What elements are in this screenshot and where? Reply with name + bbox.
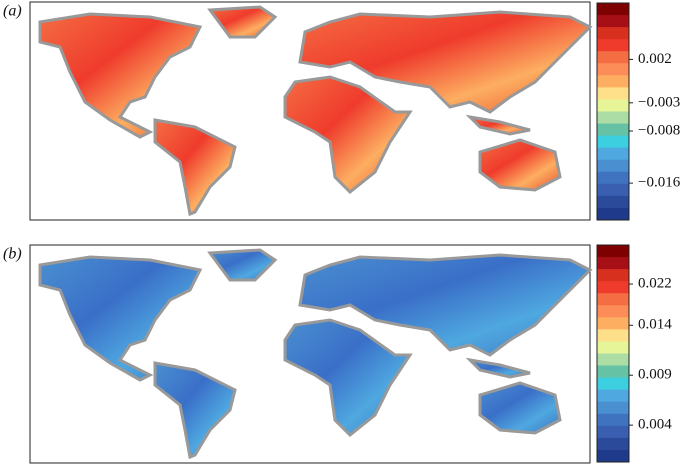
colorbar-tick-label: 0.004 bbox=[638, 417, 672, 433]
colorbar-tick-label: 0.022 bbox=[638, 275, 672, 291]
colorbar-band bbox=[597, 75, 629, 88]
colorbar-band bbox=[597, 123, 629, 137]
colorbar-band bbox=[597, 293, 629, 306]
colorbar-band bbox=[597, 317, 629, 330]
colorbar-band bbox=[597, 171, 629, 185]
colorbar-band bbox=[597, 353, 629, 367]
colorbar-tick-label: 0.014 bbox=[638, 317, 672, 333]
colorbar-band bbox=[597, 99, 629, 112]
colorbar-band bbox=[597, 51, 629, 64]
colorbar-band bbox=[597, 389, 629, 403]
colorbar-band bbox=[597, 329, 629, 342]
colorbar-band bbox=[597, 341, 629, 354]
colorbar-band bbox=[597, 425, 629, 439]
colorbar-frame bbox=[596, 2, 630, 221]
colorbar-band bbox=[597, 281, 629, 294]
colorbar-band bbox=[597, 245, 629, 258]
colorbar-band bbox=[597, 87, 629, 100]
colorbar-band bbox=[597, 111, 629, 125]
colorbar-band bbox=[597, 257, 629, 270]
map-b bbox=[29, 244, 592, 464]
panel-label: (b) bbox=[3, 246, 22, 263]
colorbar-band bbox=[597, 183, 629, 197]
colorbar-band bbox=[597, 15, 629, 28]
colorbar-band bbox=[597, 3, 629, 16]
colorbar-tick-label: −0.016 bbox=[638, 175, 681, 191]
colorbar-tick-label: −0.008 bbox=[638, 122, 680, 138]
colorbar-band bbox=[597, 159, 629, 173]
colorbar-band bbox=[597, 401, 629, 415]
map-a bbox=[29, 1, 592, 221]
colorbar-band bbox=[597, 63, 629, 76]
colorbar-band bbox=[597, 269, 629, 282]
colorbar-frame bbox=[596, 244, 630, 463]
colorbar-band bbox=[597, 449, 629, 463]
colorbar-tick-label: −0.003 bbox=[638, 94, 680, 110]
colorbar-band bbox=[597, 365, 629, 379]
colorbar-tick-label: 0.002 bbox=[638, 51, 672, 67]
colorbar-band bbox=[597, 413, 629, 427]
colorbar-band bbox=[597, 305, 629, 318]
colorbar-band bbox=[597, 147, 629, 161]
colorbar-band bbox=[597, 437, 629, 451]
colorbar-band bbox=[597, 207, 629, 221]
colorbar-tick-label: 0.009 bbox=[638, 367, 672, 383]
panel-label: (a) bbox=[3, 3, 22, 20]
colorbar-band bbox=[597, 135, 629, 149]
colorbar-band bbox=[597, 39, 629, 52]
colorbar-band bbox=[597, 377, 629, 391]
colorbar-band bbox=[597, 195, 629, 209]
colorbar-band bbox=[597, 27, 629, 40]
